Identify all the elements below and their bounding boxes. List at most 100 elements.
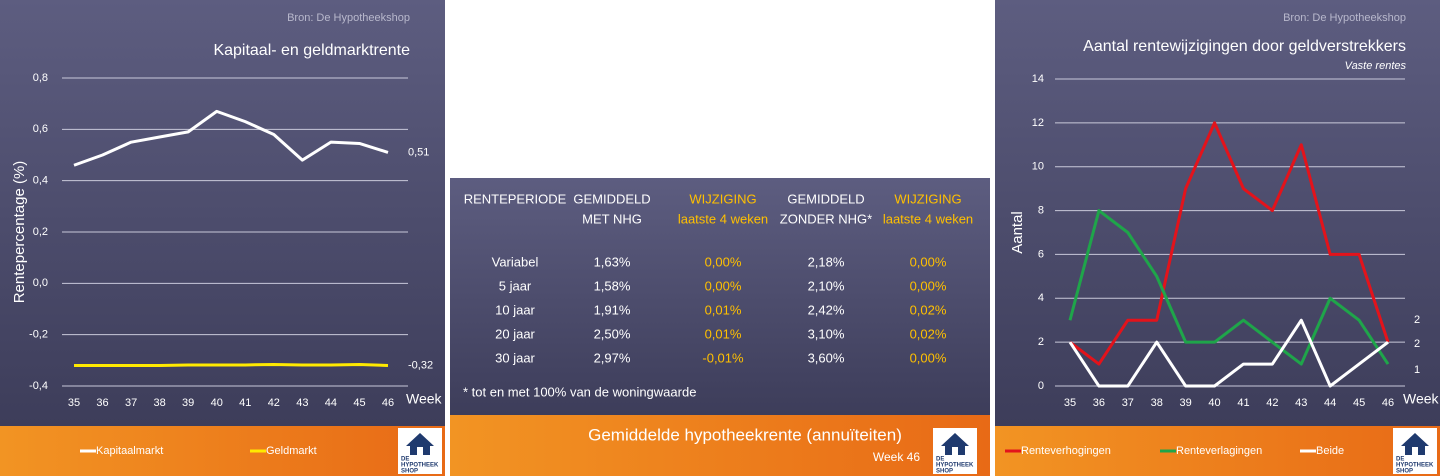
y-tick-label: 0,2 [33, 226, 48, 238]
x-tick-label: 42 [268, 397, 280, 409]
x-tick-label: 45 [353, 397, 365, 409]
legend-label: Geldmarkt [266, 445, 317, 457]
series-line [1068, 209, 1390, 366]
series-line [1068, 318, 1389, 388]
value-label: 2 [1414, 314, 1420, 326]
logo-text: DE [936, 457, 944, 463]
table-cell: 5 jaar [499, 278, 532, 293]
footnote: * tot en met 100% van de woningwaarde [463, 384, 696, 399]
x-tick-label: 40 [1208, 397, 1220, 409]
table-cell: 0,01% [705, 302, 742, 317]
y-tick-label: 0,4 [33, 175, 48, 187]
logo-house [941, 433, 969, 455]
table-cell: 2,50% [594, 326, 631, 341]
x-tick-label: 44 [325, 397, 337, 409]
logo-text: DE [1396, 457, 1404, 463]
source: Bron: De Hypotheekshop [287, 12, 410, 24]
x-tick-label: 35 [68, 397, 80, 409]
legend-label: Kapitaalmarkt [96, 445, 163, 457]
logo-text: DE [401, 457, 409, 463]
right-footer [995, 426, 1440, 476]
x-tick-label: 38 [154, 397, 166, 409]
table-cell: 2,10% [808, 278, 845, 293]
logo-house [1401, 433, 1429, 455]
chart-title: Kapitaal- en geldmarktrente [213, 42, 410, 59]
table-header: ZONDER NHG* [780, 211, 872, 226]
table-cell: 1,58% [594, 278, 631, 293]
value-label: 2 [1414, 338, 1420, 350]
source: Bron: De Hypotheekshop [1283, 12, 1406, 24]
y-tick-label: 0,0 [33, 277, 48, 289]
y-tick-label: 6 [1038, 248, 1044, 260]
table-cell: 30 jaar [495, 350, 535, 365]
x-tick-label: 36 [1093, 397, 1105, 409]
series-line [1069, 121, 1390, 366]
table-cell: 1,91% [594, 302, 631, 317]
x-tick-label: 46 [382, 397, 394, 409]
x-tick-label: 43 [296, 397, 308, 409]
x-tick-label: 37 [1122, 397, 1134, 409]
right-panel [995, 0, 1440, 426]
logo-door [952, 447, 958, 455]
logo-text: SHOP [401, 469, 418, 475]
y-tick-label: 2 [1038, 336, 1044, 348]
logo-text: HYPOTHEEK [936, 463, 974, 469]
table-cell: 0,00% [705, 278, 742, 293]
table-cell: 3,60% [808, 350, 845, 365]
table-cell: 3,10% [808, 326, 845, 341]
y-tick-label: 0,8 [33, 72, 48, 84]
x-tick-label: 38 [1151, 397, 1163, 409]
table-header: GEMIDDELD [573, 191, 650, 206]
y-tick-label: 14 [1032, 73, 1044, 85]
table-header: MET NHG [582, 211, 642, 226]
x-tick-label: 43 [1295, 397, 1307, 409]
x-axis-label: Week [406, 391, 443, 407]
table-cell: 1,63% [594, 254, 631, 269]
logo-door [417, 447, 423, 455]
legend-label: Renteverhogingen [1021, 445, 1111, 457]
value-label: 1 [1414, 364, 1420, 376]
table-cell: 0,00% [910, 278, 947, 293]
table-cell: 2,97% [594, 350, 631, 365]
logo-door [1412, 447, 1418, 455]
x-tick-label: 35 [1064, 397, 1076, 409]
x-tick-label: 39 [182, 397, 194, 409]
table-cell: Variabel [492, 254, 539, 269]
x-tick-label: 45 [1353, 397, 1365, 409]
table-cell: -0,01% [702, 350, 744, 365]
x-axis-label: Week [1403, 391, 1440, 407]
value-label: -0,32 [408, 359, 433, 371]
x-tick-label: 46 [1382, 397, 1394, 409]
y-axis-label: Rentepercentage (%) [11, 161, 28, 304]
table-header: WIJZIGING [894, 191, 961, 206]
table-header: laatste 4 weken [678, 211, 768, 226]
x-tick-label: 42 [1266, 397, 1278, 409]
series-line [73, 109, 389, 167]
logo-text: HYPOTHEEK [401, 463, 439, 469]
legend-label: Renteverlagingen [1176, 445, 1262, 457]
table-footer [450, 415, 990, 476]
y-tick-label: 12 [1032, 117, 1044, 129]
x-tick-label: 36 [96, 397, 108, 409]
logo-text: SHOP [936, 469, 953, 475]
left-panel [0, 0, 445, 426]
table-cell: 20 jaar [495, 326, 535, 341]
table-cell: 2,18% [808, 254, 845, 269]
x-tick-label: 39 [1180, 397, 1192, 409]
value-label: 0,51 [408, 146, 429, 158]
y-tick-label: 8 [1038, 204, 1044, 216]
y-tick-label: 10 [1032, 161, 1044, 173]
chart-title: Aantal rentewijzigingen door geldverstre… [1083, 38, 1406, 55]
table-cell: 0,00% [910, 254, 947, 269]
logo-text: HYPOTHEEK [1396, 463, 1434, 469]
table-cell: 10 jaar [495, 302, 535, 317]
table-cell: 0,00% [705, 254, 742, 269]
table-header: laatste 4 weken [883, 211, 973, 226]
table-panel [450, 178, 990, 415]
table-cell: 2,42% [808, 302, 845, 317]
y-axis-label: Aantal [1009, 211, 1026, 254]
y-tick-label: 4 [1038, 292, 1044, 304]
y-tick-label: -0,2 [29, 329, 48, 341]
table-header: WIJZIGING [689, 191, 756, 206]
